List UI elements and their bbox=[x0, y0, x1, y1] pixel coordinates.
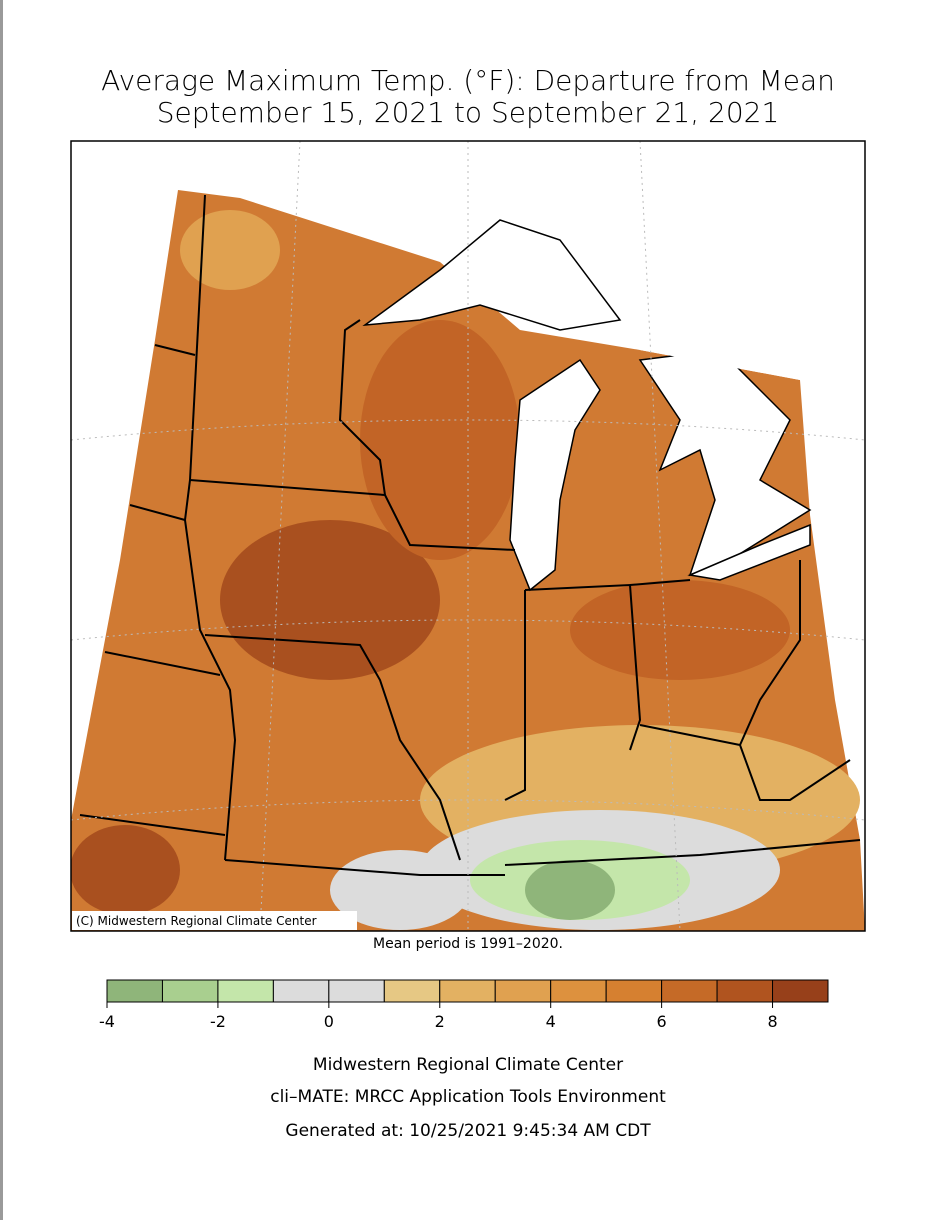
lake-michigan bbox=[509, 358, 601, 592]
color-box bbox=[439, 979, 496, 1003]
tick-label: 0 bbox=[324, 1012, 334, 1031]
warm-area bbox=[570, 580, 790, 680]
lake-erie bbox=[687, 523, 811, 581]
credit: (C) Midwestern Regional Climate Center bbox=[76, 914, 317, 928]
tick-label: -4 bbox=[99, 1012, 115, 1031]
tick-label: 4 bbox=[546, 1012, 556, 1031]
color-box bbox=[328, 979, 385, 1003]
colorbar: -4 -2 0 2 4 6 8 bbox=[99, 979, 829, 1031]
color-box bbox=[383, 979, 441, 1003]
state-borders bbox=[79, 194, 861, 876]
credit-box bbox=[72, 911, 357, 930]
warm-area bbox=[71, 825, 180, 915]
tick-label: 2 bbox=[435, 1012, 445, 1031]
tick-label: -2 bbox=[210, 1012, 226, 1031]
color-box bbox=[272, 979, 330, 1003]
cool-area bbox=[180, 210, 280, 290]
map-frame bbox=[70, 140, 866, 932]
footer-line: Generated at: 10/25/2021 9:45:34 AM CDT bbox=[285, 1121, 651, 1141]
color-box bbox=[716, 979, 774, 1003]
color-box bbox=[494, 979, 552, 1003]
graticule bbox=[71, 141, 865, 931]
tick-label: 6 bbox=[657, 1012, 667, 1031]
green-area bbox=[525, 860, 615, 920]
color-box bbox=[661, 979, 718, 1003]
color-box bbox=[605, 979, 663, 1003]
color-box bbox=[217, 979, 274, 1003]
subtitle: September 15, 2021 to September 21, 2021 bbox=[157, 96, 780, 129]
tick-label: 8 bbox=[767, 1012, 777, 1031]
footer-line: Midwestern Regional Climate Center bbox=[313, 1055, 623, 1075]
map bbox=[71, 141, 865, 931]
footer-line: cli–MATE: MRCC Application Tools Environ… bbox=[270, 1087, 666, 1107]
left-border bbox=[0, 0, 3, 1220]
color-box bbox=[106, 979, 163, 1003]
title: Average Maximum Temp. (°F): Departure fr… bbox=[101, 64, 835, 97]
lake-superior bbox=[362, 219, 622, 331]
blank-area bbox=[600, 141, 865, 380]
mean-note: Mean period is 1991–2020. bbox=[373, 936, 563, 952]
warm-area bbox=[360, 320, 520, 560]
color-box bbox=[161, 979, 219, 1003]
color-box bbox=[772, 979, 829, 1003]
color-box bbox=[550, 979, 607, 1003]
